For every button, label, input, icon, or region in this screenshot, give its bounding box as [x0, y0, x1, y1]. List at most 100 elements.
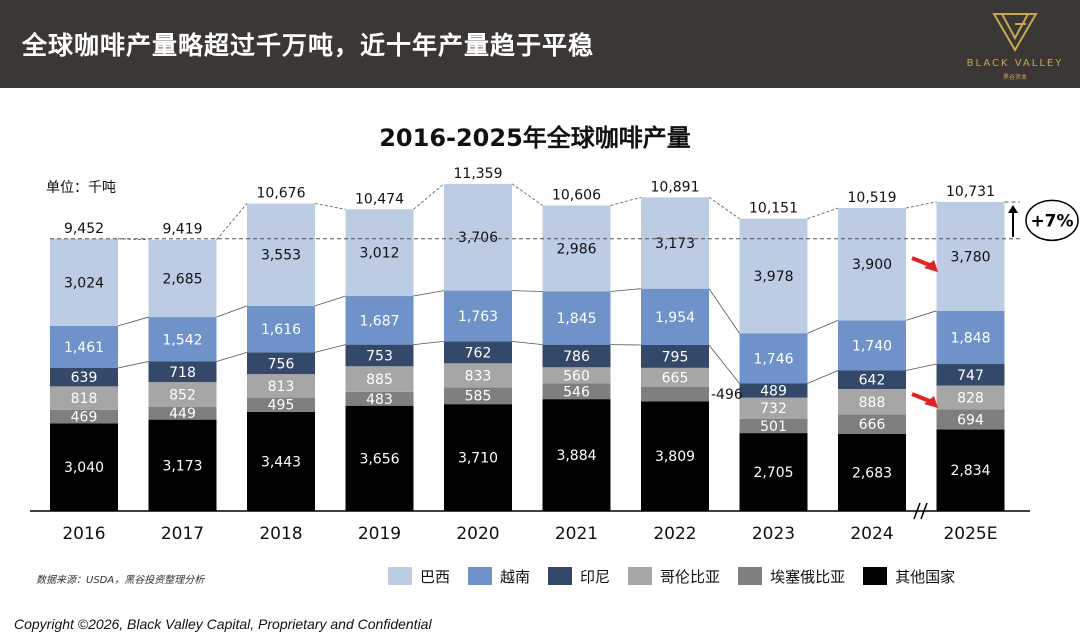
- bar-segment: [739, 383, 808, 398]
- bar-segment: [444, 290, 512, 342]
- axis-break-mark: [920, 502, 928, 520]
- data-label: 3,710: [458, 451, 498, 467]
- data-label: 732: [760, 401, 787, 417]
- total-label: 9,419: [162, 222, 202, 238]
- legend-swatch: [548, 567, 573, 585]
- legend-item: 埃塞俄比亚: [738, 566, 845, 587]
- bar-segment: [542, 344, 611, 368]
- data-label: 489: [760, 384, 787, 400]
- vietnam-bottom-connector: [708, 344, 740, 384]
- data-label: 3,553: [261, 248, 301, 264]
- axis-break-mark: [913, 502, 921, 520]
- total-label: 10,676: [257, 186, 306, 202]
- bar-segment: [838, 433, 906, 511]
- legend-item: 越南: [468, 566, 530, 587]
- bar-segment: [247, 352, 315, 375]
- bar-segment: [50, 367, 118, 387]
- total-label: 10,151: [749, 201, 798, 217]
- bar-segment: [838, 320, 906, 371]
- vietnam-top-connector: [216, 305, 248, 318]
- bar-segment: [641, 367, 709, 388]
- unit-label: 单位：千吨: [46, 180, 116, 196]
- data-label: 2,986: [556, 242, 596, 258]
- data-label: 718: [169, 365, 196, 381]
- data-label: 501: [760, 419, 787, 435]
- data-label: 1,461: [64, 340, 104, 356]
- x-tick-label: 2023: [752, 524, 795, 544]
- data-label: 483: [366, 392, 393, 408]
- bar-segment: [345, 366, 414, 392]
- x-tick-label: 2025E: [943, 524, 997, 544]
- bar-segment: [345, 391, 414, 406]
- company-logo: BLACK VALLEY 黑谷资本: [960, 10, 1070, 82]
- data-label: 694: [957, 412, 984, 428]
- total-connector: [905, 201, 937, 209]
- data-label: 852: [169, 387, 196, 403]
- total-connector: [511, 183, 543, 206]
- black-valley-logo-icon: [992, 13, 1038, 52]
- data-label: 2,683: [852, 465, 892, 481]
- total-label: 10,474: [355, 191, 404, 207]
- total-label: 10,731: [946, 184, 995, 200]
- bar-segment: [641, 288, 709, 345]
- data-label: 795: [662, 349, 689, 365]
- up-arrow-head-icon: [1008, 204, 1018, 213]
- bar-segment: [50, 386, 118, 410]
- x-axis-labels: 2016 2017 2018 2019 2020 2021 2022 2023 2024 2025…: [62, 502, 998, 544]
- data-label: 828: [957, 390, 984, 406]
- bar-segment: [345, 296, 414, 345]
- bar-segment: [247, 411, 315, 511]
- data-label: 3,173: [162, 458, 202, 474]
- bar-segment: [739, 218, 808, 334]
- data-label: 560: [563, 368, 590, 384]
- bar-segment: [247, 305, 315, 353]
- data-label: 3,884: [556, 448, 596, 464]
- bar-segment: [838, 414, 906, 434]
- data-label: 818: [71, 391, 98, 407]
- page-title: 全球咖啡产量略超过千万吨，近十年产量趋于平稳: [22, 31, 595, 60]
- data-label: 639: [71, 370, 98, 386]
- bar-segment: [444, 183, 512, 291]
- bar-segment: [345, 344, 414, 367]
- legend-label: 哥伦比亚: [660, 567, 721, 586]
- data-label: 762: [465, 345, 492, 361]
- data-label: 3,173: [655, 236, 695, 252]
- data-label: 665: [662, 370, 689, 386]
- bar-segment: [345, 405, 414, 511]
- data-label: 3,040: [64, 460, 104, 476]
- total-connector: [708, 196, 740, 219]
- bar-segment: [641, 387, 709, 402]
- legend-item: 哥伦比亚: [628, 566, 720, 587]
- total-label: 10,891: [651, 179, 700, 195]
- bar-segment: [345, 209, 414, 297]
- legend-label: 巴西: [420, 567, 451, 586]
- bar-segment: [444, 404, 512, 511]
- bar-segment: [50, 238, 118, 326]
- vietnam-top-connector: [117, 316, 149, 327]
- data-label: 813: [268, 379, 295, 395]
- legend-swatch: [738, 567, 763, 585]
- bar-segment: [444, 387, 512, 405]
- data-label: 585: [465, 389, 492, 405]
- data-label: 1,763: [458, 309, 498, 325]
- bar-segment: [641, 401, 709, 511]
- legend-item: 印尼: [548, 566, 610, 587]
- chart-title: 2016-2025年全球咖啡产量: [379, 124, 691, 152]
- copyright-notice: Copyright ©2026, Black Valley Capital, P…: [14, 616, 432, 632]
- data-label: 1,848: [950, 330, 990, 346]
- bar-segment: [542, 367, 611, 384]
- x-tick-label: 2019: [358, 524, 401, 544]
- growth-label: +7%: [1030, 211, 1073, 231]
- growth-circle: [1025, 199, 1079, 242]
- bar-segment: [542, 383, 611, 400]
- bar-segment: [247, 203, 315, 306]
- bar-segment: [936, 201, 1005, 311]
- data-label: 1,746: [753, 351, 793, 367]
- bar-segment: [936, 310, 1005, 365]
- bar-segment: [148, 317, 217, 362]
- data-label: 1,954: [655, 310, 695, 326]
- x-tick-label: 2018: [259, 524, 302, 544]
- vietnam-top-connector: [708, 288, 740, 334]
- data-label: 1,845: [556, 311, 596, 327]
- bar-segment: [247, 397, 315, 412]
